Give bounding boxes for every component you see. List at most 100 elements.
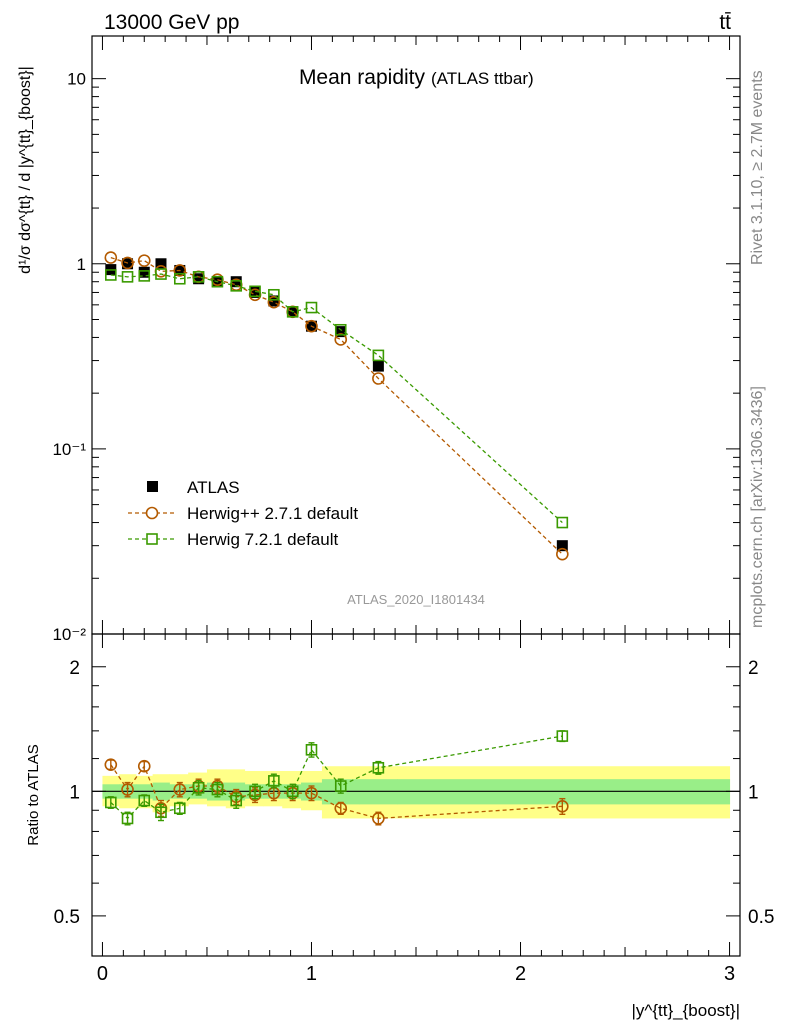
data-point-atlas (155, 258, 167, 270)
ratio-panel: 0.5 0.5 1 1 2 2 0 1 2 3 Ratio to ATLAS |y^{tt}_{b… (25, 633, 774, 1020)
main-ytick-label: 1 (77, 255, 86, 274)
legend-item-herwigpp: Herwig++ 2.7.1 default (128, 504, 358, 523)
data-point-herwig7 (230, 280, 243, 292)
data-point-herwig7 (556, 516, 569, 529)
analysis-label: ATLAS_2020_I1801434 (347, 592, 485, 607)
ratio-ytick-label-right: 0.5 (748, 907, 774, 928)
ratio-ytick-label: 0.5 (54, 907, 80, 928)
rivet-version-label: Rivet 3.1.10, ≥ 2.7M events (749, 70, 766, 265)
main-subtitle: (ATLAS ttbar) (431, 69, 534, 88)
legend-item-atlas: ATLAS (147, 478, 240, 497)
data-point-herwigpp (173, 264, 187, 277)
mcplots-label: mcplots.cern.ch [arXiv:1306.3436] (749, 386, 766, 628)
data-point-herwig7 (372, 349, 385, 362)
legend-label-atlas: ATLAS (187, 478, 240, 497)
series-line-1 (110, 256, 563, 555)
data-point-herwigpp (372, 372, 385, 385)
ratio-ytick-label-right: 2 (748, 658, 759, 679)
data-point-herwig7 (286, 306, 299, 318)
ratio-point-herwig7 (334, 780, 347, 792)
ratio-point-herwigpp (556, 800, 569, 813)
data-point-atlas (556, 540, 568, 552)
main-ylabel: d¹/σ dσ^{tt} / d |y^{tt}_{boost}| (17, 66, 34, 274)
ratio-point-herwig7 (105, 796, 117, 809)
data-point-herwig7 (155, 268, 167, 280)
data-point-atlas (138, 266, 150, 278)
data-point-atlas (193, 273, 205, 285)
ratio-point-herwigpp (104, 758, 118, 771)
legend: ATLAS Herwig++ 2.7.1 default Herwig 7.2.… (128, 478, 358, 549)
data-point-herwigpp (556, 547, 569, 561)
main-ytick-label: 10⁻² (52, 625, 86, 644)
ratio-point-herwigpp (372, 812, 385, 825)
ratio-point-herwig7 (249, 785, 261, 798)
ratio-point-herwig7 (211, 783, 224, 796)
data-point-herwigpp (137, 254, 151, 267)
ratio-point-herwig7 (286, 785, 299, 798)
ratio-point-herwig7 (230, 794, 243, 807)
data-point-herwig7 (173, 272, 186, 285)
data-point-herwig7 (192, 271, 205, 283)
energy-label: 13000 GeV pp (104, 11, 239, 34)
x-tick-label: 1 (306, 963, 317, 985)
ratio-ytick-label-right: 1 (748, 782, 759, 803)
x-axis-label: |y^{tt}_{boost}| (631, 1001, 740, 1020)
main-title: Mean rapidity (299, 66, 426, 89)
data-point-atlas (230, 276, 242, 288)
ratio-point-herwig7 (173, 802, 186, 815)
ratio-ylabel: Ratio to ATLAS (25, 744, 42, 845)
legend-label-herwigpp: Herwig++ 2.7.1 default (187, 504, 358, 523)
main-ytick-label: 10⁻¹ (52, 440, 86, 459)
data-point-herwig7 (121, 271, 134, 283)
x-tick-label: 2 (515, 963, 526, 985)
ratio-point-herwigpp (121, 783, 134, 796)
legend-marker-herwigpp (145, 506, 159, 520)
process-label: tt̄ (719, 11, 731, 34)
data-point-herwigpp (104, 251, 118, 264)
main-axes: 10⁻² 10⁻¹ 1 10 (52, 36, 740, 644)
ratio-ytick-label: 2 (69, 658, 80, 679)
series-line-2 (110, 273, 563, 524)
x-tick-label: 3 (724, 963, 735, 985)
x-tick-label: 0 (97, 963, 108, 985)
ratio-bands (102, 766, 731, 819)
data-point-herwig7 (305, 301, 318, 314)
ratio-point-herwigpp (334, 801, 348, 815)
legend-marker-atlas (147, 481, 158, 492)
ratio-point-herwig7 (268, 775, 280, 787)
data-point-atlas (372, 360, 384, 372)
data-point-atlas (249, 286, 261, 298)
ratio-point-herwig7 (305, 743, 318, 756)
ratio-point-herwig7 (121, 812, 134, 825)
ratio-ytick-label: 1 (69, 782, 80, 803)
data-point-atlas (268, 295, 280, 307)
data-point-herwig7 (268, 288, 280, 301)
legend-marker-herwig7 (146, 533, 158, 545)
data-point-atlas (335, 326, 347, 338)
data-point-atlas (122, 258, 134, 270)
ratio-point-herwigpp (173, 783, 187, 796)
legend-item-herwig7: Herwig 7.2.1 default (128, 530, 338, 549)
data-point-herwigpp (334, 333, 348, 346)
main-series (104, 251, 569, 561)
data-point-herwig7 (138, 270, 151, 282)
data-point-herwigpp (121, 256, 134, 270)
ratio-point-herwigpp (305, 786, 318, 800)
ratio-point-herwig7 (192, 781, 205, 794)
data-point-herwigpp (267, 295, 281, 309)
data-point-herwig7 (211, 275, 224, 288)
ratio-point-herwig7 (372, 761, 385, 774)
legend-label-herwig7: Herwig 7.2.1 default (187, 530, 338, 549)
data-point-herwig7 (105, 269, 117, 281)
data-point-herwigpp (305, 319, 318, 333)
main-ytick-label: 10 (67, 70, 86, 89)
data-point-herwig7 (334, 323, 347, 336)
ratio-point-herwigpp (137, 759, 151, 773)
ratio-point-herwig7 (556, 730, 569, 742)
ratio-point-herwig7 (138, 794, 151, 807)
data-point-herwig7 (249, 285, 261, 298)
ratio-axes: 0.5 0.5 1 1 2 2 0 1 2 3 (54, 634, 774, 985)
ratio-point-herwig7 (155, 806, 167, 819)
